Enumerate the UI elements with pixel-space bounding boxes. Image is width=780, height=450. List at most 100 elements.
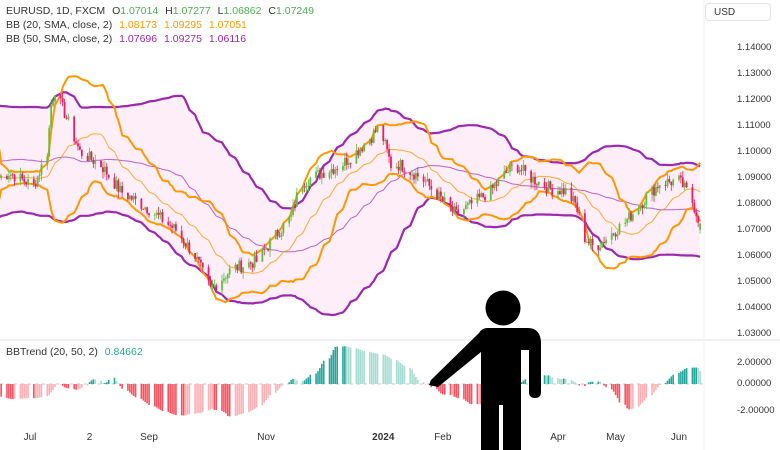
candle-body <box>269 239 271 251</box>
candle <box>317 165 319 174</box>
candle-body <box>7 176 10 179</box>
bbtrend-bar <box>134 384 137 398</box>
candle <box>478 188 481 200</box>
indicator-tick-label: 0.00000 <box>737 378 772 389</box>
candle-body <box>280 232 283 237</box>
bb50-band-fill <box>0 92 701 316</box>
candle <box>196 252 198 262</box>
candle-body <box>368 139 371 145</box>
candle <box>142 208 145 211</box>
bb20-lower-line <box>0 172 702 304</box>
candle-body <box>65 117 68 119</box>
candle <box>21 171 24 181</box>
candle-body <box>641 205 644 209</box>
bbtrend-bar <box>397 361 400 384</box>
candle-body <box>416 173 419 177</box>
bbtrend-bar <box>159 384 162 410</box>
candle <box>282 222 285 237</box>
candle <box>415 169 417 185</box>
candle-body <box>128 195 131 200</box>
candle-body <box>664 185 667 187</box>
candle <box>409 171 412 181</box>
candle <box>161 209 164 224</box>
bbtrend-bar <box>263 384 266 403</box>
candle-body <box>422 176 425 182</box>
bbtrend-bar <box>411 369 413 384</box>
bbtrend-bar <box>253 384 256 409</box>
candle-body <box>535 184 538 186</box>
candle <box>11 172 14 179</box>
candle <box>537 181 540 188</box>
candle-body <box>180 230 183 239</box>
candle-body <box>583 213 586 242</box>
candle <box>92 156 95 169</box>
bbtrend-bar <box>240 384 242 415</box>
bbtrend-bar <box>73 384 75 390</box>
candle-body <box>282 223 285 233</box>
candle <box>672 178 675 188</box>
candle-body <box>342 166 344 171</box>
candle-body <box>411 174 413 176</box>
bbtrend-bar <box>597 381 600 384</box>
bbtrend-bar <box>668 378 671 384</box>
candle <box>315 166 317 180</box>
candle-body <box>683 182 686 188</box>
candle-body <box>349 162 352 164</box>
candle-body <box>470 199 473 204</box>
bbtrend-bar <box>699 371 701 384</box>
candle-body <box>23 178 26 182</box>
bbtrend-bar <box>282 384 285 385</box>
candle <box>637 205 640 216</box>
candle-body <box>301 186 304 193</box>
candle <box>50 99 53 131</box>
bbtrend-bar <box>102 382 104 384</box>
bbtrend-bar <box>413 373 415 384</box>
bbtrend-bar <box>390 358 392 384</box>
candle-body <box>495 184 498 186</box>
candle-body <box>382 125 385 142</box>
bbtrend-bar <box>614 384 617 396</box>
candles <box>0 92 701 295</box>
candle <box>363 142 365 153</box>
candle <box>441 196 444 203</box>
candle <box>439 187 442 203</box>
candle-body <box>428 178 431 186</box>
bbtrend-bar <box>666 380 669 384</box>
candle-body <box>173 224 175 228</box>
bbtrend-bar <box>685 368 688 384</box>
candle-body <box>54 95 56 102</box>
candle-body <box>463 209 465 215</box>
candle <box>255 249 258 263</box>
candle-body <box>522 165 525 171</box>
candle <box>401 159 404 173</box>
candle <box>9 169 12 181</box>
candle-body <box>603 241 605 244</box>
symbol-legend[interactable]: EURUSD, 1D, FXCM O1.07014 H1.07277 L1.06… <box>6 5 318 17</box>
bb50-label: BB (50, SMA, close, 2) <box>6 33 113 45</box>
candle <box>153 212 156 221</box>
bbtrend-bar <box>100 380 102 384</box>
candle-body <box>628 212 630 220</box>
candle <box>261 247 264 262</box>
candle <box>6 174 8 180</box>
bbtrend-bar <box>202 384 204 413</box>
currency-button[interactable]: USD <box>705 3 771 21</box>
bbtrend-bar <box>653 384 655 393</box>
price-tick-label: 1.06000 <box>737 250 772 261</box>
candle-body <box>19 173 22 182</box>
candle <box>290 210 293 222</box>
candle-body <box>92 159 95 164</box>
bbtrend-legend[interactable]: BBTrend (20, 50, 2) 0.84662 <box>6 346 147 358</box>
candle-body <box>320 172 323 179</box>
candle-body <box>564 187 567 195</box>
price-tick-label: 1.12000 <box>737 94 772 105</box>
candle <box>491 183 494 195</box>
bb50-legend[interactable]: BB (50, SMA, close, 2) 1.07696 1.09275 1… <box>6 33 250 45</box>
bb20-legend[interactable]: BB (20, SMA, close, 2) 1.08173 1.09295 1… <box>6 19 251 31</box>
candle <box>390 154 392 172</box>
candle <box>201 262 204 273</box>
bbtrend-bar <box>643 384 646 401</box>
candle-body <box>457 209 460 215</box>
candle <box>357 147 360 159</box>
